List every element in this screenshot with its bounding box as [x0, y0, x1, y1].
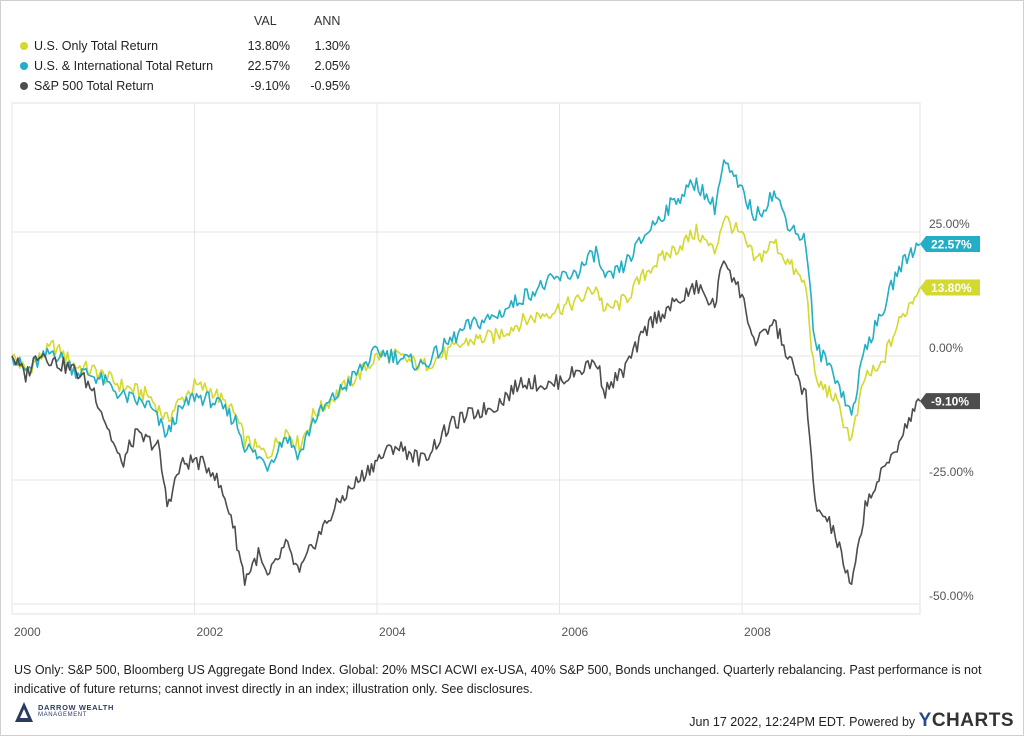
x-tick-label: 2000	[14, 625, 41, 639]
x-tick-label: 2002	[197, 625, 224, 639]
end-label-badge	[920, 279, 980, 296]
end-label-value: -9.10%	[931, 395, 969, 409]
series-line-0	[11, 215, 921, 460]
legend-dot-icon	[20, 62, 28, 70]
legend-series-ann: -0.95%	[310, 79, 350, 93]
y-tick-label: 0.00%	[929, 341, 963, 355]
ycharts-logo[interactable]: YCHARTS	[919, 710, 1014, 731]
darrow-logo: DARROW WEALTH MANAGEMENT	[14, 700, 134, 724]
y-tick-label: -50.00%	[929, 589, 974, 603]
series-line-2	[11, 260, 921, 586]
x-tick-label: 2004	[379, 625, 406, 639]
y-tick-label: 25.00%	[929, 217, 970, 231]
ycharts-logo-rest: CHARTS	[931, 710, 1014, 731]
legend-series-ann: 1.30%	[314, 39, 350, 53]
series-line-1	[11, 159, 921, 472]
legend-series-val: -9.10%	[250, 79, 290, 93]
y-tick-label: -25.00%	[929, 465, 974, 479]
footnote-disclaimer: US Only: S&P 500, Bloomberg US Aggregate…	[14, 663, 982, 696]
end-label-badge	[920, 393, 980, 410]
legend-series-val: 22.57%	[247, 59, 290, 73]
ycharts-logo-y: Y	[918, 710, 932, 731]
legend-series-name: U.S. Only Total Return	[34, 39, 159, 53]
legend-header-val: VAL	[254, 14, 277, 28]
footer-attribution: Jun 17 2022, 12:24PM EDT. Powered by YCH…	[689, 710, 1014, 732]
legend-series-name: S&P 500 Total Return	[34, 79, 154, 93]
end-label-value: 22.57%	[931, 238, 972, 252]
timestamp: Jun 17 2022, 12:24PM EDT.	[689, 715, 846, 729]
mountain-logo-icon	[15, 702, 33, 722]
legend-dot-icon	[20, 42, 28, 50]
x-tick-label: 2008	[744, 625, 771, 639]
end-label-value: 13.80%	[931, 281, 972, 295]
plot-area	[11, 102, 921, 615]
logo-line1: DARROW WEALTH	[38, 703, 114, 712]
x-tick-label: 2006	[562, 625, 589, 639]
legend-series-name: U.S. & International Total Return	[34, 59, 214, 73]
legend-series-ann: 2.05%	[314, 59, 350, 73]
powered-by-label: Powered by	[849, 715, 916, 729]
logo-line2: MANAGEMENT	[38, 712, 88, 718]
legend-series-val: 13.80%	[247, 39, 290, 53]
end-label-badge	[920, 236, 980, 253]
legend-header-ann: ANN	[314, 14, 341, 28]
legend-dot-icon	[20, 82, 28, 90]
